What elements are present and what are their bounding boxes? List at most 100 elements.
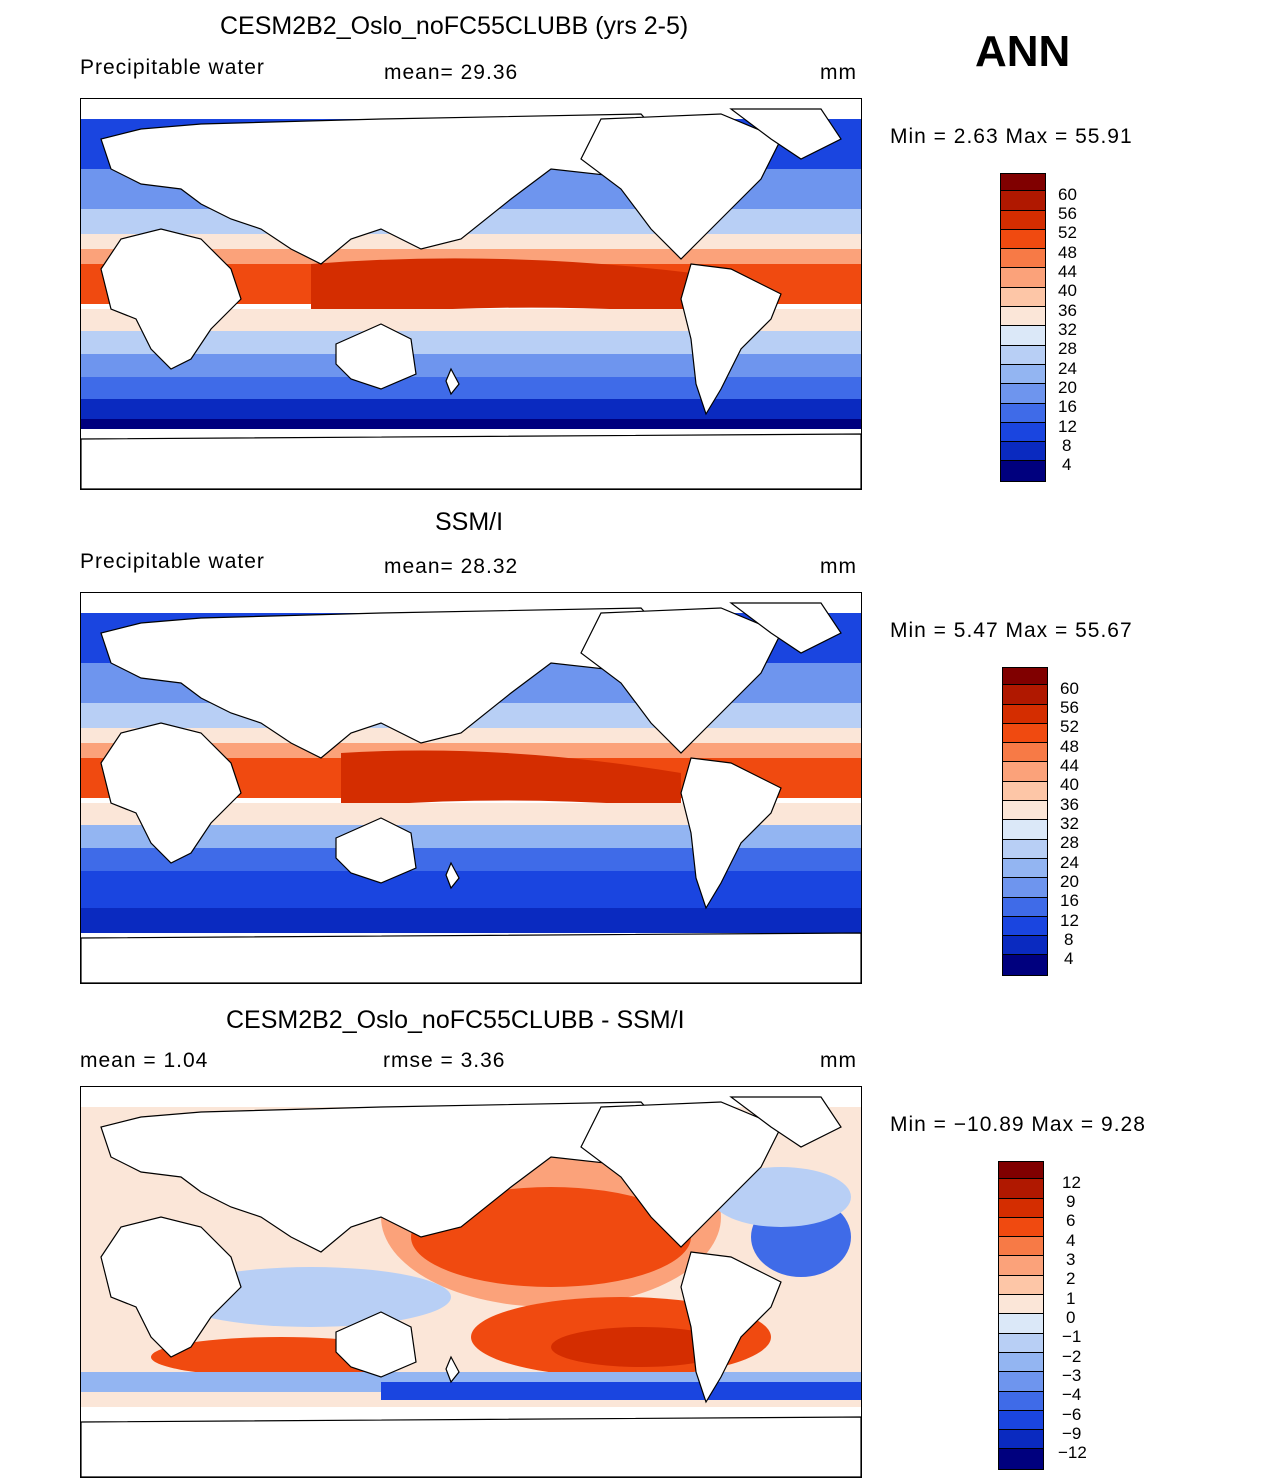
model-field-map	[81, 108, 861, 489]
colorbar-swatch	[1001, 307, 1045, 327]
colorbar-swatch	[1001, 268, 1045, 288]
colorbar-diff	[998, 1161, 1044, 1470]
colorbar-model	[1000, 173, 1046, 482]
colorbar-tick-label: 3	[1066, 1250, 1076, 1269]
colorbar-swatch	[1001, 422, 1045, 443]
colorbar-tick-label: 20	[1060, 872, 1079, 891]
colorbar-tick-label: 60	[1058, 185, 1077, 204]
colorbar-tick-label: 60	[1060, 679, 1079, 698]
panel-minmax-label: Min = 5.47 Max = 55.67	[890, 619, 1133, 642]
colorbar-tick-label: 48	[1058, 243, 1077, 262]
map-obs	[80, 592, 862, 984]
colorbar-tick-label: 12	[1062, 1173, 1081, 1192]
colorbar-tick-label: 6	[1066, 1211, 1076, 1230]
colorbar-swatch	[999, 1237, 1043, 1257]
colorbar-tick-label: 4	[1064, 949, 1074, 968]
colorbar-swatch	[1003, 820, 1047, 840]
colorbar-tick-label: 16	[1058, 397, 1077, 416]
panel-rmse-label: rmse = 3.36	[383, 1049, 506, 1072]
colorbar-swatch	[999, 1333, 1043, 1353]
colorbar-swatch	[1001, 345, 1045, 365]
colorbar-tick-label: 36	[1058, 301, 1077, 320]
colorbar-tick-label: 8	[1062, 436, 1072, 455]
colorbar-swatch	[1001, 326, 1045, 346]
colorbar-swatch	[1001, 174, 1045, 192]
panel-title: CESM2B2_Oslo_noFC55CLUBB - SSM/I	[226, 1006, 685, 1034]
colorbar-swatch	[1001, 442, 1045, 462]
obs-field-map	[81, 602, 861, 983]
colorbar-tick-label: 40	[1060, 775, 1079, 794]
colorbar-swatch	[999, 1217, 1043, 1238]
colorbar-swatch	[1003, 897, 1047, 917]
diff-field-map	[81, 1096, 861, 1477]
colorbar-tick-label: 56	[1058, 204, 1077, 223]
map-diff	[80, 1086, 862, 1478]
panel-title: CESM2B2_Oslo_noFC55CLUBB (yrs 2-5)	[220, 12, 689, 40]
panel-units-label: mm	[820, 555, 857, 578]
colorbar-swatch	[999, 1449, 1043, 1469]
colorbar-tick-label: 52	[1058, 223, 1077, 242]
colorbar-tick-label: −2	[1062, 1347, 1082, 1366]
colorbar-swatch	[999, 1314, 1043, 1334]
colorbar-tick-label: 56	[1060, 698, 1079, 717]
colorbar-swatch	[1001, 403, 1045, 423]
colorbar-tick-label: 12	[1058, 417, 1077, 436]
panel-units-label: mm	[820, 1049, 857, 1072]
colorbar-swatch	[1001, 287, 1045, 308]
colorbar-swatch	[999, 1275, 1043, 1296]
colorbar-swatch	[1001, 210, 1045, 230]
colorbar-tick-label: 4	[1066, 1231, 1076, 1250]
colorbar-tick-label: 32	[1060, 814, 1079, 833]
colorbar-tick-label: 48	[1060, 737, 1079, 756]
panel-variable-label: Precipitable water	[80, 56, 265, 79]
colorbar-tick-label: 8	[1064, 930, 1074, 949]
colorbar-obs	[1002, 667, 1048, 976]
colorbar-swatch	[999, 1198, 1043, 1218]
panel-variable-label: Precipitable water	[80, 550, 265, 573]
colorbar-swatch	[1003, 878, 1047, 898]
panel-units-label: mm	[820, 61, 857, 84]
colorbar-tick-label: −4	[1062, 1385, 1082, 1404]
colorbar-swatch	[999, 1295, 1043, 1315]
colorbar-swatch	[1001, 364, 1045, 385]
colorbar-tick-label: 12	[1060, 911, 1079, 930]
colorbar-tick-label: 4	[1062, 455, 1072, 474]
colorbar-tick-label: 20	[1058, 378, 1077, 397]
colorbar-swatch	[1001, 249, 1045, 269]
colorbar-swatch	[999, 1179, 1043, 1199]
colorbar-tick-label: 44	[1058, 262, 1077, 281]
colorbar-swatch	[999, 1372, 1043, 1392]
colorbar-swatch	[1003, 916, 1047, 937]
colorbar-tick-label: −6	[1062, 1405, 1082, 1424]
colorbar-swatch	[1003, 801, 1047, 821]
colorbar-tick-label: 32	[1058, 320, 1077, 339]
colorbar-swatch	[1001, 229, 1045, 250]
colorbar-swatch	[1003, 955, 1047, 975]
colorbar-tick-label: 16	[1060, 891, 1079, 910]
colorbar-swatch	[1001, 191, 1045, 211]
colorbar-tick-label: 24	[1058, 359, 1077, 378]
colorbar-swatch	[1003, 839, 1047, 859]
map-model	[80, 98, 862, 490]
colorbar-swatch	[1003, 781, 1047, 802]
colorbar-tick-label: 2	[1066, 1269, 1076, 1288]
panel-minmax-label: Min = 2.63 Max = 55.91	[890, 125, 1133, 148]
colorbar-tick-label: −12	[1058, 1443, 1087, 1462]
colorbar-swatch	[1003, 723, 1047, 744]
colorbar-tick-label: −3	[1062, 1366, 1082, 1385]
colorbar-swatch	[999, 1410, 1043, 1431]
panel-mean-label: mean= 29.36	[384, 61, 519, 84]
colorbar-tick-label: 28	[1060, 833, 1079, 852]
colorbar-swatch	[999, 1256, 1043, 1276]
colorbar-swatch	[999, 1162, 1043, 1180]
panel-title: SSM/I	[435, 508, 504, 536]
colorbar-swatch	[1003, 668, 1047, 686]
panel-minmax-label: Min = −10.89 Max = 9.28	[890, 1113, 1146, 1136]
colorbar-tick-label: −9	[1062, 1424, 1082, 1443]
colorbar-swatch	[1003, 762, 1047, 782]
panel-mean-label: mean = 1.04	[80, 1049, 209, 1072]
colorbar-swatch	[999, 1352, 1043, 1373]
colorbar-swatch	[1003, 858, 1047, 879]
panel-mean-label: mean= 28.32	[384, 555, 519, 578]
colorbar-tick-label: 1	[1066, 1289, 1076, 1308]
